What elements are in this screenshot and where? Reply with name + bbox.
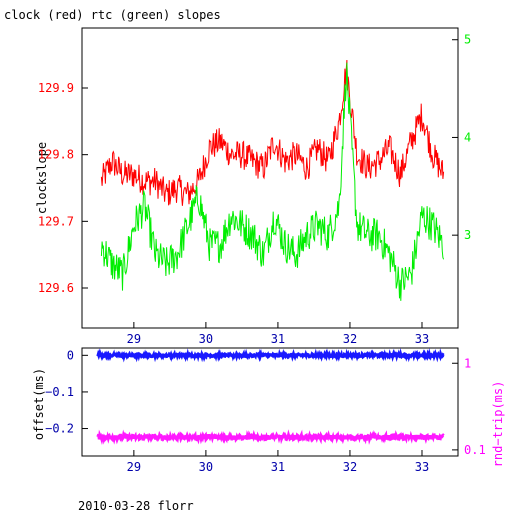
bottom-series	[96, 348, 445, 446]
bottom-y2-axis-label: rnd−trip(ms)	[491, 381, 505, 468]
top-left-tick-label: 129.7	[38, 214, 74, 228]
footer-date: 2010-03-28 florr	[78, 499, 194, 512]
bottom-y-axis-label: offset(ms)	[32, 368, 46, 440]
bottom-panel: offset(ms) rnd−trip(ms) 0−0.1−0.2 10.1 2…	[32, 347, 505, 474]
top-left-tick-label: 129.9	[38, 81, 74, 95]
bottom-right-ticks: 10.1	[452, 356, 486, 457]
bottom-x-tick-label: 30	[199, 460, 213, 474]
top-right-tick-label: 3	[464, 228, 471, 242]
bottom-plot-frame	[81, 347, 459, 457]
bottom-x-ticks: 29 30 31 32 33	[127, 450, 429, 474]
top-left-tick-label: 129.6	[38, 281, 74, 295]
series-band-rnd-trip	[96, 429, 445, 446]
chart-title: clock (red) rtc (green) slopes	[4, 8, 221, 22]
top-plot-frame	[81, 27, 459, 329]
bottom-x-tick-label: 33	[415, 460, 429, 474]
top-x-tick-label: 30	[199, 332, 213, 346]
bottom-right-tick-label: 0.1	[464, 443, 486, 457]
top-x-tick-label: 29	[127, 332, 141, 346]
top-series	[100, 59, 445, 301]
series-line-rtc	[100, 62, 445, 301]
top-right-tick-label: 5	[464, 33, 471, 47]
top-x-tick-label: 31	[271, 332, 285, 346]
series-line-clock	[100, 59, 445, 206]
top-x-tick-label: 32	[343, 332, 357, 346]
top-x-ticks: 29 30 31 32 33	[127, 322, 429, 346]
bottom-left-tick-label: −0.1	[45, 385, 74, 399]
top-panel: clockslope 129.6 129.7 129.8 129.9 3 4 5 29 30…	[35, 27, 471, 346]
bottom-x-tick-label: 29	[127, 460, 141, 474]
bottom-x-tick-label: 32	[343, 460, 357, 474]
bottom-right-tick-label: 1	[464, 356, 471, 370]
top-right-tick-label: 4	[464, 130, 471, 144]
top-right-ticks: 3 4 5	[452, 33, 471, 242]
top-left-tick-label: 129.8	[38, 148, 74, 162]
top-y-axis-label: clockslope	[35, 142, 49, 214]
bottom-left-tick-label: −0.2	[45, 422, 74, 436]
top-x-tick-label: 33	[415, 332, 429, 346]
bottom-left-tick-label: 0	[67, 348, 74, 362]
series-band-offset	[96, 348, 445, 363]
bottom-x-tick-label: 31	[271, 460, 285, 474]
top-left-ticks: 129.6 129.7 129.8 129.9	[38, 81, 88, 295]
bottom-left-ticks: 0 −0.1 −0.2	[45, 348, 88, 436]
